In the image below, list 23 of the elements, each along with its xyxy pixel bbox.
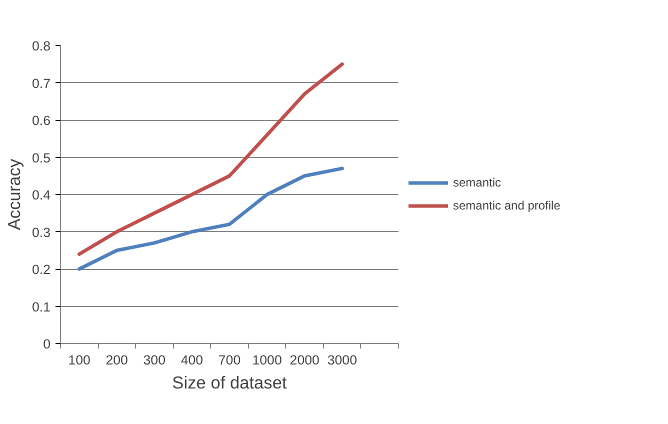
x-tick-label: 2000 <box>290 352 320 368</box>
y-tick-label: 0.5 <box>32 150 51 166</box>
line-series <box>78 166 344 271</box>
x-tick-label: 3000 <box>327 352 357 368</box>
legend-label: semantic <box>453 176 502 190</box>
y-tick-label: 0.1 <box>32 299 51 314</box>
legend-label: semantic and profile <box>453 198 560 212</box>
y-tick-label: 0.7 <box>32 76 51 91</box>
y-tick-label: 0.6 <box>32 113 51 128</box>
line-series <box>78 62 344 256</box>
x-tick-label: 1000 <box>252 352 282 368</box>
y-tick-label: 0.4 <box>32 188 52 202</box>
x-tick-label: 700 <box>218 352 241 368</box>
x-tick-label: 300 <box>143 352 166 368</box>
x-tick-label: 100 <box>68 352 90 368</box>
x-tick-label: 200 <box>106 352 128 368</box>
y-tick-label: 0.8 <box>32 38 51 54</box>
y-axis-title: Accuracy <box>4 158 24 230</box>
y-tick-label: 0.2 <box>32 262 51 277</box>
y-tick-label: 0 <box>43 336 51 352</box>
x-axis-title: Size of dataset <box>172 372 287 392</box>
x-tick-label: 400 <box>180 352 204 368</box>
y-tick-label: 0.3 <box>32 224 51 240</box>
